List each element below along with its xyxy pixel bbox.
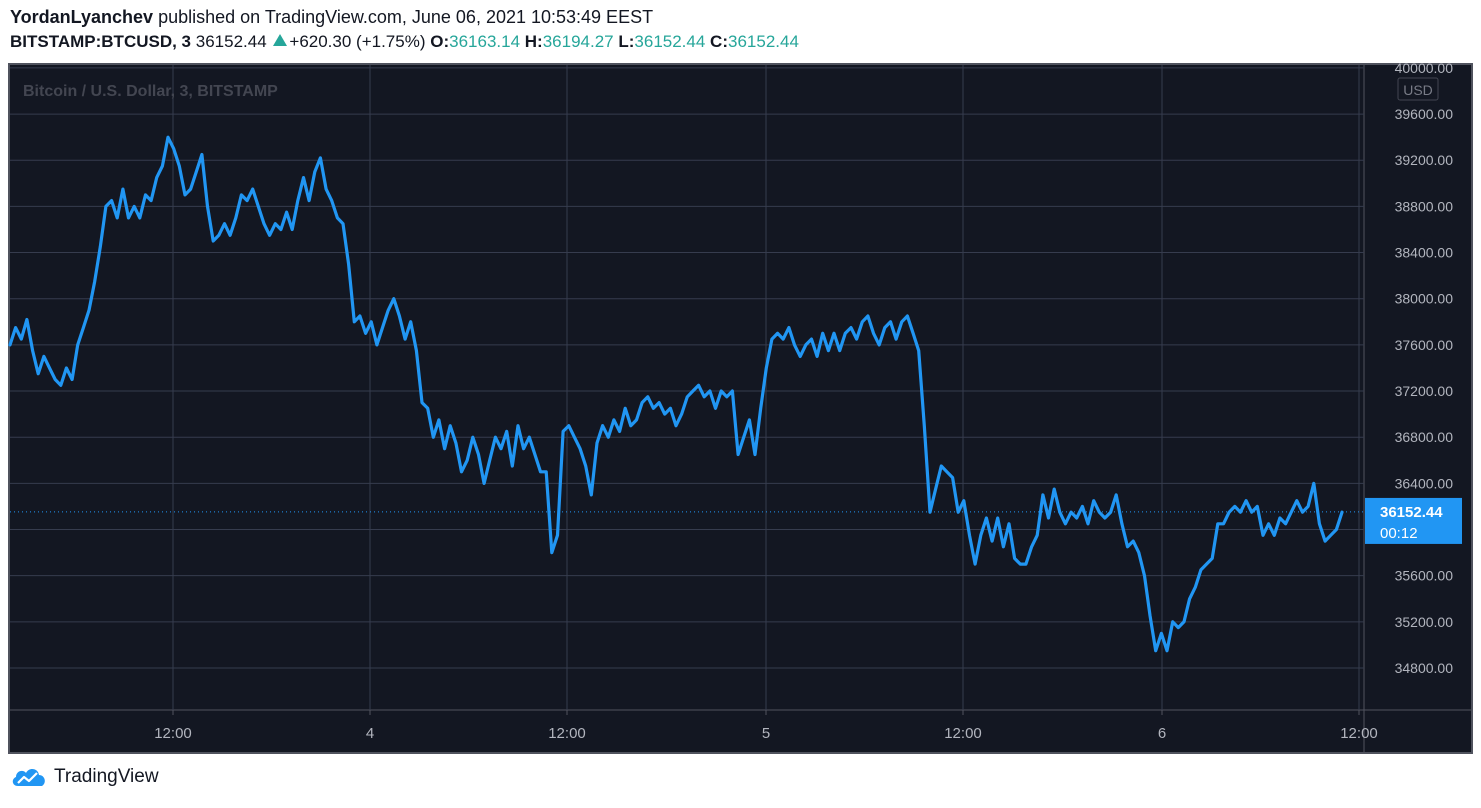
x-tick-label: 5: [762, 725, 770, 742]
chart-frame: [8, 63, 1473, 754]
symbol-name: BITSTAMP:BTCUSD, 3: [10, 32, 192, 51]
y-tick-label: 36400.00: [1395, 475, 1454, 491]
up-triangle-icon: [273, 34, 288, 46]
chart-title: Bitcoin / U.S. Dollar, 3, BITSTAMP: [23, 83, 278, 100]
low-label: L:: [618, 32, 635, 51]
high-value: 36194.27: [542, 32, 614, 51]
x-axis[interactable]: 12:00 4 12:00 5 12:00 6 12:00: [154, 725, 1378, 742]
price-line: [8, 135, 1344, 653]
tradingview-cloud-icon: [12, 769, 45, 786]
published-text: published on TradingView.com, June 06, 2…: [158, 7, 654, 27]
y-tick-label: 38000.00: [1395, 291, 1454, 307]
x-tick-label: 12:00: [548, 725, 586, 742]
y-tick-label: 37200.00: [1395, 383, 1454, 399]
open-label: O:: [430, 32, 450, 51]
tradingview-logo[interactable]: TradingView: [10, 766, 159, 788]
low-value: 36152.44: [634, 32, 706, 51]
close-value: 36152.44: [728, 32, 799, 51]
bar-countdown: 00:12: [1380, 525, 1418, 542]
high-label: H:: [524, 32, 543, 51]
grid-lines: [10, 65, 1472, 752]
publish-info: YordanLyanchev published on TradingView.…: [10, 7, 653, 28]
close-label: C:: [710, 32, 728, 51]
y-tick-label: 39600.00: [1395, 106, 1454, 122]
currency-box: [1397, 77, 1439, 101]
price-change: +620.30 (+1.75%): [289, 32, 426, 51]
footer-brand: TradingView: [54, 766, 159, 787]
price-series: [8, 135, 1344, 653]
author-name[interactable]: YordanLyanchev: [10, 7, 154, 27]
x-tick-label: 12:00: [944, 725, 982, 742]
y-tick-label: 38800.00: [1395, 198, 1454, 214]
x-tick-label: 6: [1158, 725, 1166, 742]
x-tick-label: 4: [366, 725, 374, 742]
x-tick-label: 12:00: [1340, 725, 1378, 742]
last-price-badge: [1365, 497, 1462, 544]
currency-label: USD: [1403, 82, 1433, 98]
y-tick-label: 38400.00: [1395, 245, 1454, 261]
y-tick-label: 35200.00: [1395, 614, 1454, 630]
symbol-info: BITSTAMP:BTCUSD, 3 36152.44 +620.30 (+1.…: [10, 32, 799, 52]
y-tick-label: 34800.00: [1395, 660, 1454, 676]
y-tick-label: 37600.00: [1395, 337, 1454, 353]
last-price-badge-value: 36152.44: [1380, 504, 1443, 521]
y-tick-label: 35600.00: [1395, 568, 1454, 584]
y-tick-label: 36800.00: [1395, 429, 1454, 445]
y-tick-label: 40000.00: [1395, 60, 1454, 76]
open-value: 36163.14: [449, 32, 521, 51]
y-tick-label: 39200.00: [1395, 152, 1454, 168]
x-tick-label: 12:00: [154, 725, 192, 742]
last-price: 36152.44: [195, 32, 267, 51]
